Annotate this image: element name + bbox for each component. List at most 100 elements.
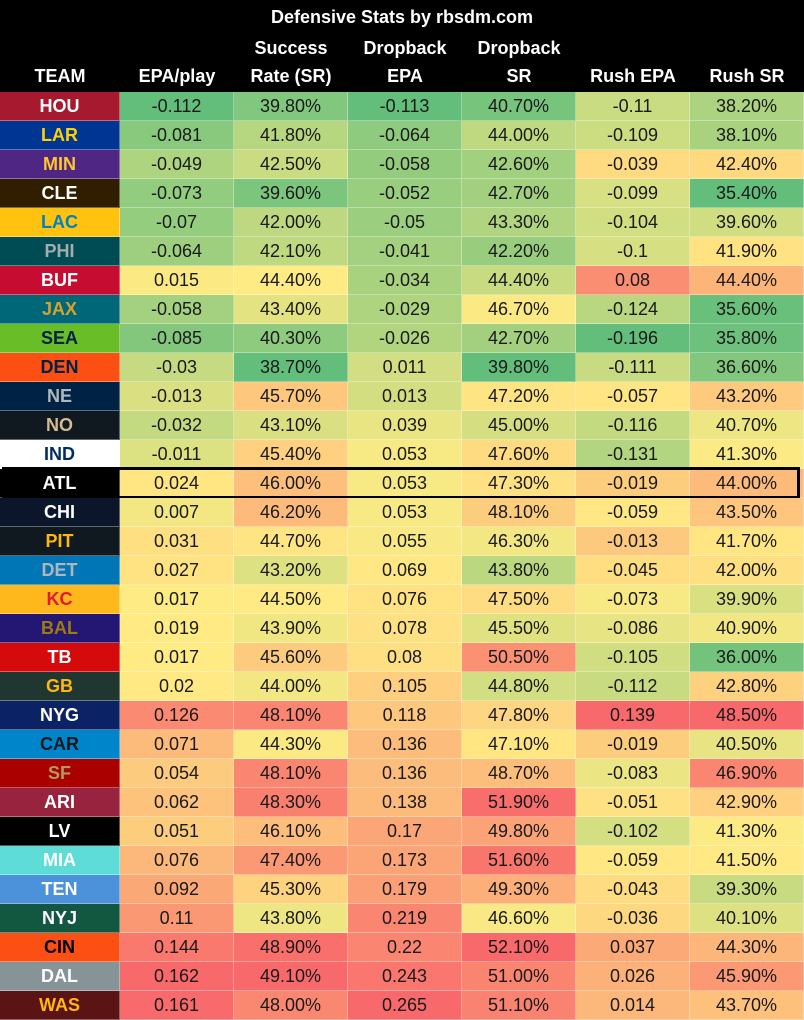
stat-cell-dbsr: 48.70%: [462, 759, 576, 788]
stat-cell-dbsr: 48.10%: [462, 498, 576, 527]
stat-cell-dbepa: 0.179: [348, 875, 462, 904]
stat-cell-dbsr: 45.00%: [462, 411, 576, 440]
team-cell-nyj: NYJ: [0, 904, 120, 933]
stat-cell-dbepa: -0.034: [348, 266, 462, 295]
stat-cell-sr: 46.20%: [234, 498, 348, 527]
stat-cell-rushsr: 35.80%: [690, 324, 804, 353]
stat-cell-dbepa: 0.243: [348, 962, 462, 991]
stat-cell-rushsr: 48.50%: [690, 701, 804, 730]
stat-cell-rushsr: 40.10%: [690, 904, 804, 933]
stat-cell-rushsr: 41.30%: [690, 440, 804, 469]
stat-cell-dbepa: 0.118: [348, 701, 462, 730]
stat-cell-epa: 0.02: [120, 672, 234, 701]
stat-cell-rushepa: 0.037: [576, 933, 690, 962]
stat-cell-dbepa: 0.011: [348, 353, 462, 382]
column-header-line2: TEAM: [34, 66, 86, 86]
column-header-line1: [35, 34, 86, 62]
stat-cell-dbsr: 51.10%: [462, 991, 576, 1020]
stat-cell-dbsr: 42.70%: [462, 324, 576, 353]
stat-cell-sr: 46.00%: [234, 469, 348, 498]
stat-cell-rushepa: -0.099: [576, 179, 690, 208]
stat-cell-sr: 45.40%: [234, 440, 348, 469]
stat-cell-rushepa: -0.196: [576, 324, 690, 353]
stat-cell-rushepa: -0.013: [576, 527, 690, 556]
stat-cell-dbsr: 44.80%: [462, 672, 576, 701]
team-cell-jax: JAX: [0, 295, 120, 324]
stat-cell-dbsr: 42.70%: [462, 179, 576, 208]
stat-cell-epa: 0.144: [120, 933, 234, 962]
stat-cell-epa: 0.076: [120, 846, 234, 875]
column-header-rushepa: Rush EPA: [576, 34, 690, 92]
column-header-line1: Dropback: [477, 38, 561, 58]
stat-cell-dbsr: 44.00%: [462, 121, 576, 150]
stat-cell-sr: 48.00%: [234, 991, 348, 1020]
stat-cell-epa: 0.031: [120, 527, 234, 556]
stat-cell-epa: -0.085: [120, 324, 234, 353]
stat-cell-sr: 42.10%: [234, 237, 348, 266]
column-header-line2: Rate (SR): [250, 66, 332, 86]
stat-cell-dbepa: -0.026: [348, 324, 462, 353]
stat-cell-rushsr: 42.40%: [690, 150, 804, 179]
stat-cell-rushsr: 39.60%: [690, 208, 804, 237]
stat-cell-dbepa: 0.08: [348, 643, 462, 672]
stat-cell-dbsr: 42.20%: [462, 237, 576, 266]
stat-cell-dbepa: 0.039: [348, 411, 462, 440]
stat-cell-dbepa: 0.105: [348, 672, 462, 701]
stat-cell-dbsr: 40.70%: [462, 92, 576, 121]
stat-cell-dbepa: 0.136: [348, 730, 462, 759]
column-header-line1: Success: [254, 38, 328, 58]
stat-cell-rushsr: 39.90%: [690, 585, 804, 614]
team-cell-mia: MIA: [0, 846, 120, 875]
stat-cell-rushsr: 40.90%: [690, 614, 804, 643]
column-header-epa: EPA/play: [120, 34, 234, 92]
team-cell-lac: LAC: [0, 208, 120, 237]
stat-cell-sr: 39.60%: [234, 179, 348, 208]
stat-cell-dbepa: 0.078: [348, 614, 462, 643]
stat-cell-epa: 0.017: [120, 585, 234, 614]
stat-cell-dbepa: 0.265: [348, 991, 462, 1020]
stat-cell-dbepa: 0.219: [348, 904, 462, 933]
column-header-team: TEAM: [0, 34, 120, 92]
stat-cell-rushsr: 42.00%: [690, 556, 804, 585]
stat-cell-rushepa: -0.105: [576, 643, 690, 672]
stat-cell-rushepa: -0.109: [576, 121, 690, 150]
stat-cell-epa: -0.112: [120, 92, 234, 121]
team-cell-lar: LAR: [0, 121, 120, 150]
stat-cell-sr: 43.10%: [234, 411, 348, 440]
team-cell-den: DEN: [0, 353, 120, 382]
stat-cell-dbsr: 47.20%: [462, 382, 576, 411]
stat-cell-rushsr: 44.30%: [690, 933, 804, 962]
stat-cell-sr: 44.70%: [234, 527, 348, 556]
stat-cell-dbsr: 51.60%: [462, 846, 576, 875]
stat-cell-epa: 0.024: [120, 469, 234, 498]
stat-cell-rushepa: -0.104: [576, 208, 690, 237]
team-cell-atl: ATL: [0, 469, 120, 498]
stat-cell-epa: -0.03: [120, 353, 234, 382]
stat-cell-rushsr: 43.20%: [690, 382, 804, 411]
team-cell-was: WAS: [0, 991, 120, 1020]
stat-cell-dbsr: 45.50%: [462, 614, 576, 643]
stat-cell-rushepa: -0.059: [576, 846, 690, 875]
column-header-line1: Dropback: [363, 38, 447, 58]
team-cell-pit: PIT: [0, 527, 120, 556]
stat-cell-sr: 38.70%: [234, 353, 348, 382]
team-cell-chi: CHI: [0, 498, 120, 527]
stat-cell-epa: -0.032: [120, 411, 234, 440]
stat-cell-dbepa: 0.136: [348, 759, 462, 788]
stat-cell-rushsr: 39.30%: [690, 875, 804, 904]
team-cell-sf: SF: [0, 759, 120, 788]
stat-cell-epa: -0.07: [120, 208, 234, 237]
stat-cell-rushepa: -0.111: [576, 353, 690, 382]
stat-cell-rushsr: 42.90%: [690, 788, 804, 817]
stat-cell-rushsr: 40.50%: [690, 730, 804, 759]
stat-cell-sr: 48.10%: [234, 701, 348, 730]
stat-cell-sr: 45.70%: [234, 382, 348, 411]
stat-cell-dbsr: 46.70%: [462, 295, 576, 324]
stat-cell-epa: 0.126: [120, 701, 234, 730]
team-cell-lv: LV: [0, 817, 120, 846]
stat-cell-dbsr: 51.00%: [462, 962, 576, 991]
stat-cell-dbsr: 47.30%: [462, 469, 576, 498]
stat-cell-dbsr: 46.30%: [462, 527, 576, 556]
team-cell-det: DET: [0, 556, 120, 585]
